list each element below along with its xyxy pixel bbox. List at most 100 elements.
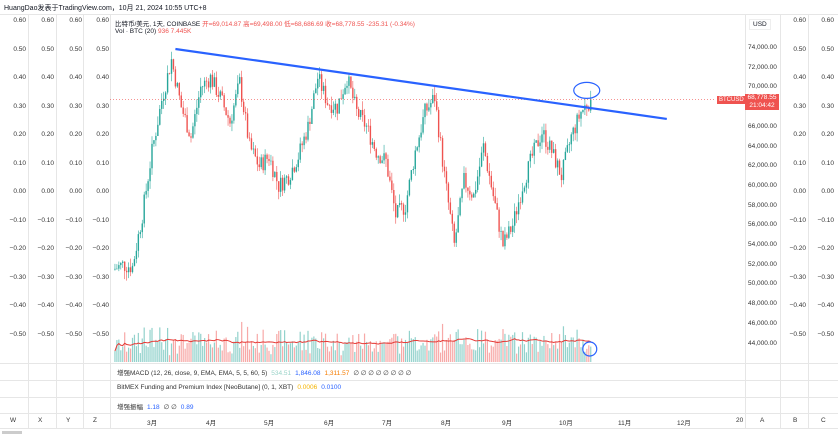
indicator-legend[interactable]: BitMEX Funding and Premium Index [NeoBut…	[117, 384, 345, 391]
volume-bar	[420, 345, 422, 362]
volume-bar	[299, 331, 301, 362]
volume-bar	[465, 337, 467, 362]
volume-bar	[289, 343, 292, 362]
volume-bar	[303, 334, 305, 362]
volume-bar	[352, 335, 354, 362]
scale-label: −0.30	[817, 273, 834, 281]
volume-bar	[463, 339, 465, 362]
candle-body	[203, 80, 206, 87]
indicator-legend[interactable]: 增强振幅 1.18 ∅ ∅ 0.89	[117, 401, 197, 411]
volume-bar	[461, 344, 463, 362]
candle-body	[211, 74, 214, 87]
volume-bar	[494, 340, 496, 362]
candle-body	[424, 103, 426, 118]
candle-body	[186, 115, 188, 133]
volume-bar	[566, 347, 568, 362]
candle-body	[225, 107, 227, 116]
scale-label: 0.20	[13, 131, 26, 138]
indicator-value: 0.0100	[321, 384, 342, 391]
scale-label: −0.40	[92, 302, 109, 309]
candle-body	[235, 94, 237, 106]
candle-body	[412, 168, 414, 171]
month-label: 10月	[559, 420, 573, 427]
open-value: 开=69,014.87	[202, 21, 242, 28]
volume-bar	[252, 345, 254, 362]
candle-body	[163, 98, 165, 101]
candle-body	[457, 215, 459, 233]
scale-label: 0.30	[13, 102, 26, 110]
candle-body	[324, 85, 327, 104]
month-label: 4月	[206, 420, 217, 427]
volume-bar	[167, 327, 169, 362]
volume-bar	[391, 337, 393, 362]
candle-body	[264, 154, 266, 171]
candle-body	[223, 95, 225, 108]
candle-body	[414, 150, 416, 169]
candle-body	[582, 109, 584, 113]
volume-bar	[254, 348, 256, 362]
candle-body	[422, 117, 424, 133]
volume-bar	[580, 347, 582, 362]
volume-bar	[572, 337, 574, 362]
candle-body	[358, 108, 360, 117]
candle-body	[506, 234, 508, 238]
volume-bar	[202, 345, 204, 362]
candle-body	[340, 98, 342, 100]
candle-body	[515, 211, 518, 215]
candle-body	[533, 142, 535, 156]
candle-body	[482, 143, 485, 153]
indicator-value: 0.89	[180, 404, 194, 411]
candle-body	[363, 115, 366, 127]
candle-body	[543, 130, 545, 135]
scale-label: −0.20	[817, 245, 834, 252]
candle-body	[486, 155, 489, 172]
candle-body	[500, 230, 502, 232]
candle-body	[237, 83, 239, 95]
volume-bar	[133, 334, 136, 362]
candle-body	[239, 77, 241, 84]
scale-label: 0.00	[41, 188, 54, 195]
volume-bar	[324, 333, 327, 362]
volume-bar	[321, 332, 323, 362]
volume-bar	[564, 335, 566, 362]
volume-bar	[469, 343, 471, 362]
volume-bar	[377, 351, 379, 362]
candle-body	[371, 142, 374, 145]
currency-label[interactable]: USD	[749, 19, 771, 30]
candle-body	[178, 83, 180, 96]
candle-body	[375, 148, 377, 158]
volume-bar	[516, 353, 518, 362]
candle-body	[242, 101, 245, 113]
candle-body	[120, 262, 122, 266]
candle-body	[125, 270, 128, 273]
volume-ma: 7.445K	[170, 28, 192, 35]
volume-bar	[369, 341, 371, 362]
candle-body	[369, 125, 372, 145]
candle-body	[496, 203, 498, 210]
scale-label: 0.60	[41, 17, 54, 24]
volume-bar	[453, 339, 455, 362]
candle-body	[221, 91, 223, 96]
candle-body	[418, 137, 420, 148]
scale-label: 0.60	[793, 17, 806, 24]
scale-label: 0.20	[821, 131, 834, 138]
volume-bar	[568, 342, 570, 362]
candle-body	[170, 59, 173, 74]
candle-body	[283, 177, 286, 191]
volume-bar	[182, 334, 184, 362]
volume-bar	[315, 338, 317, 362]
indicator-value: ∅ ∅	[163, 404, 177, 411]
volume-bar	[426, 339, 428, 362]
candle-body	[436, 101, 438, 110]
candle-body	[281, 177, 284, 191]
candle-body	[322, 85, 325, 91]
volume-bar	[172, 340, 175, 362]
indicator-legend[interactable]: 增强MACD (12, 26, close, 9, EMA, EMA, 5, 5…	[117, 367, 415, 377]
volume-bar	[389, 339, 391, 362]
scale-label: −0.10	[37, 216, 54, 224]
volume-bar	[506, 346, 508, 362]
volume-bar	[440, 352, 442, 362]
volume-bar	[243, 346, 245, 362]
volume-bar	[258, 352, 260, 362]
